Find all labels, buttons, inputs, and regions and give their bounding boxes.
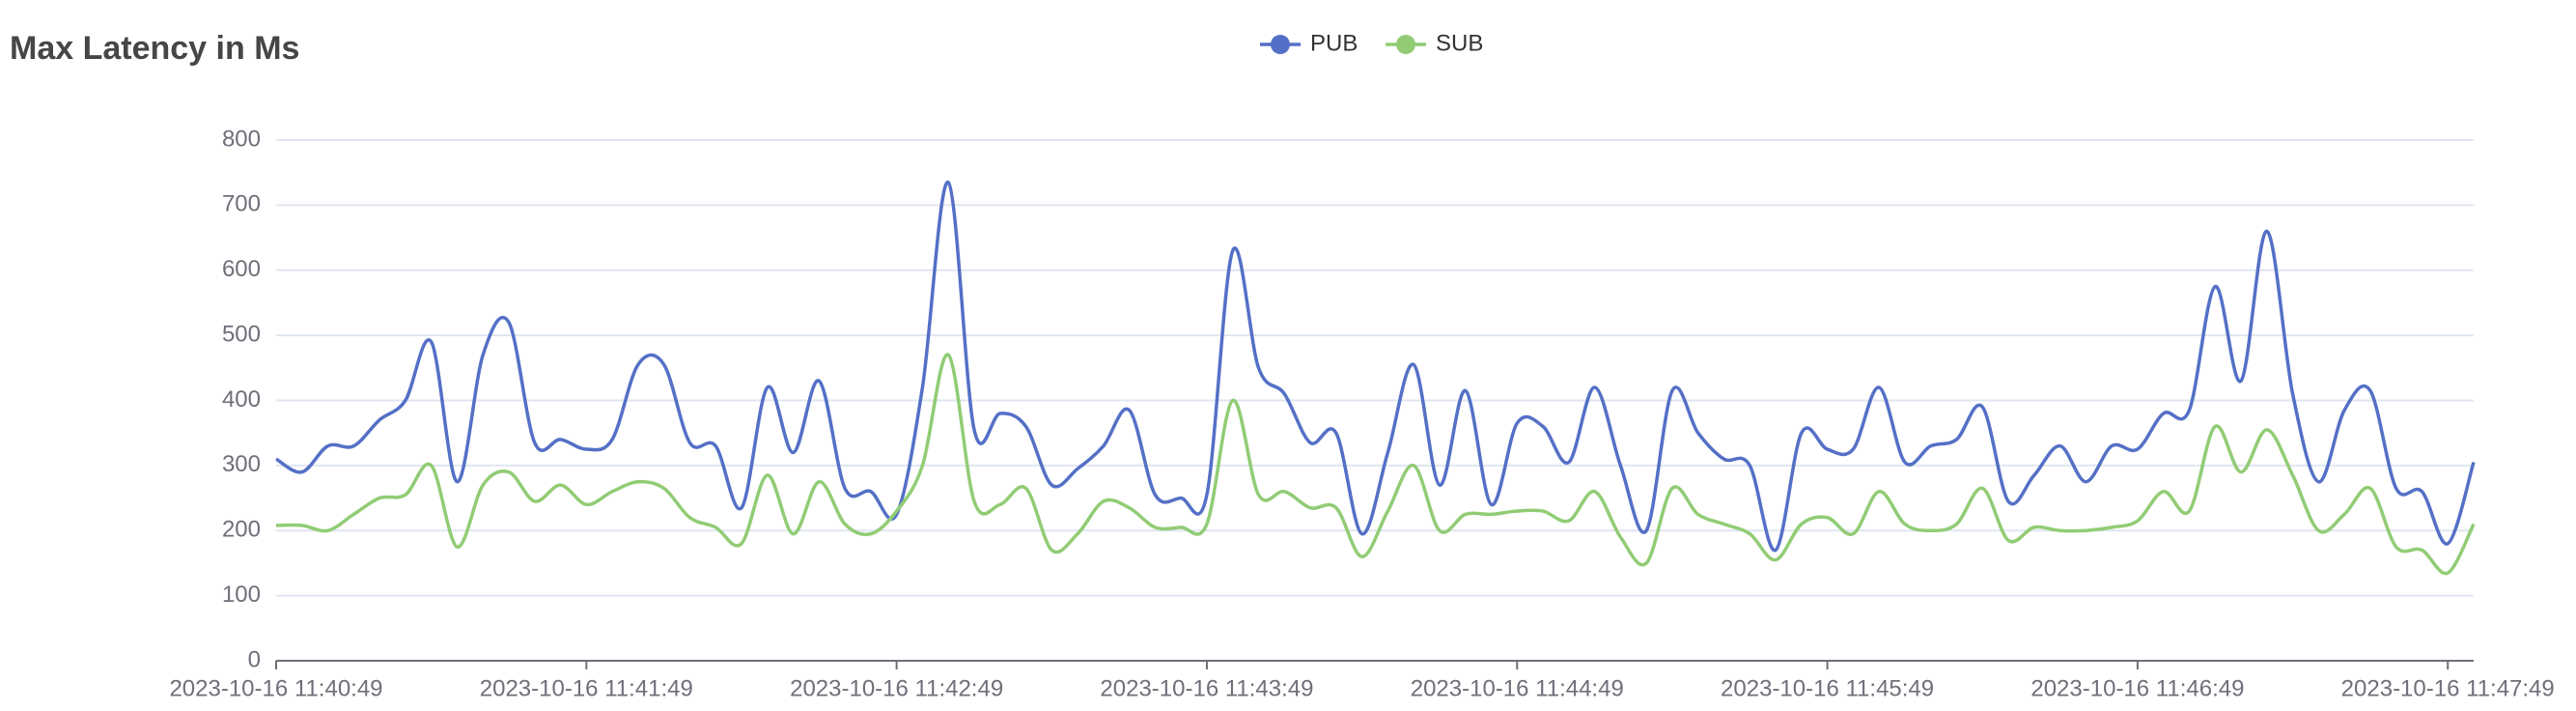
x-tick-label: 2023-10-16 11:47:49 xyxy=(2341,675,2555,701)
y-tick-label: 100 xyxy=(222,582,261,608)
chart-title: Max Latency in Ms xyxy=(10,30,299,67)
x-tick-label: 2023-10-16 11:40:49 xyxy=(169,675,382,701)
x-tick-label: 2023-10-16 11:41:49 xyxy=(480,675,693,701)
legend-label: SUB xyxy=(1436,30,1483,56)
legend-marker xyxy=(1271,35,1290,54)
legend-label: PUB xyxy=(1310,30,1358,56)
x-tick-label: 2023-10-16 11:43:49 xyxy=(1100,675,1313,701)
y-tick-label: 500 xyxy=(222,321,261,347)
x-tick-label: 2023-10-16 11:46:49 xyxy=(2030,675,2244,701)
legend-marker xyxy=(1396,35,1415,54)
y-tick-label: 400 xyxy=(222,386,261,412)
series-line xyxy=(275,353,2476,576)
x-tick-label: 2023-10-16 11:45:49 xyxy=(1721,675,1934,701)
y-tick-label: 0 xyxy=(248,646,261,672)
y-tick-label: 800 xyxy=(222,126,261,152)
y-tick-label: 300 xyxy=(222,451,261,477)
x-tick-label: 2023-10-16 11:44:49 xyxy=(1411,675,1624,701)
x-tick-label: 2023-10-16 11:42:49 xyxy=(790,675,1003,701)
y-tick-label: 600 xyxy=(222,256,261,282)
y-tick-label: 200 xyxy=(222,517,261,543)
y-tick-label: 700 xyxy=(222,191,261,217)
series-line xyxy=(275,181,2476,553)
